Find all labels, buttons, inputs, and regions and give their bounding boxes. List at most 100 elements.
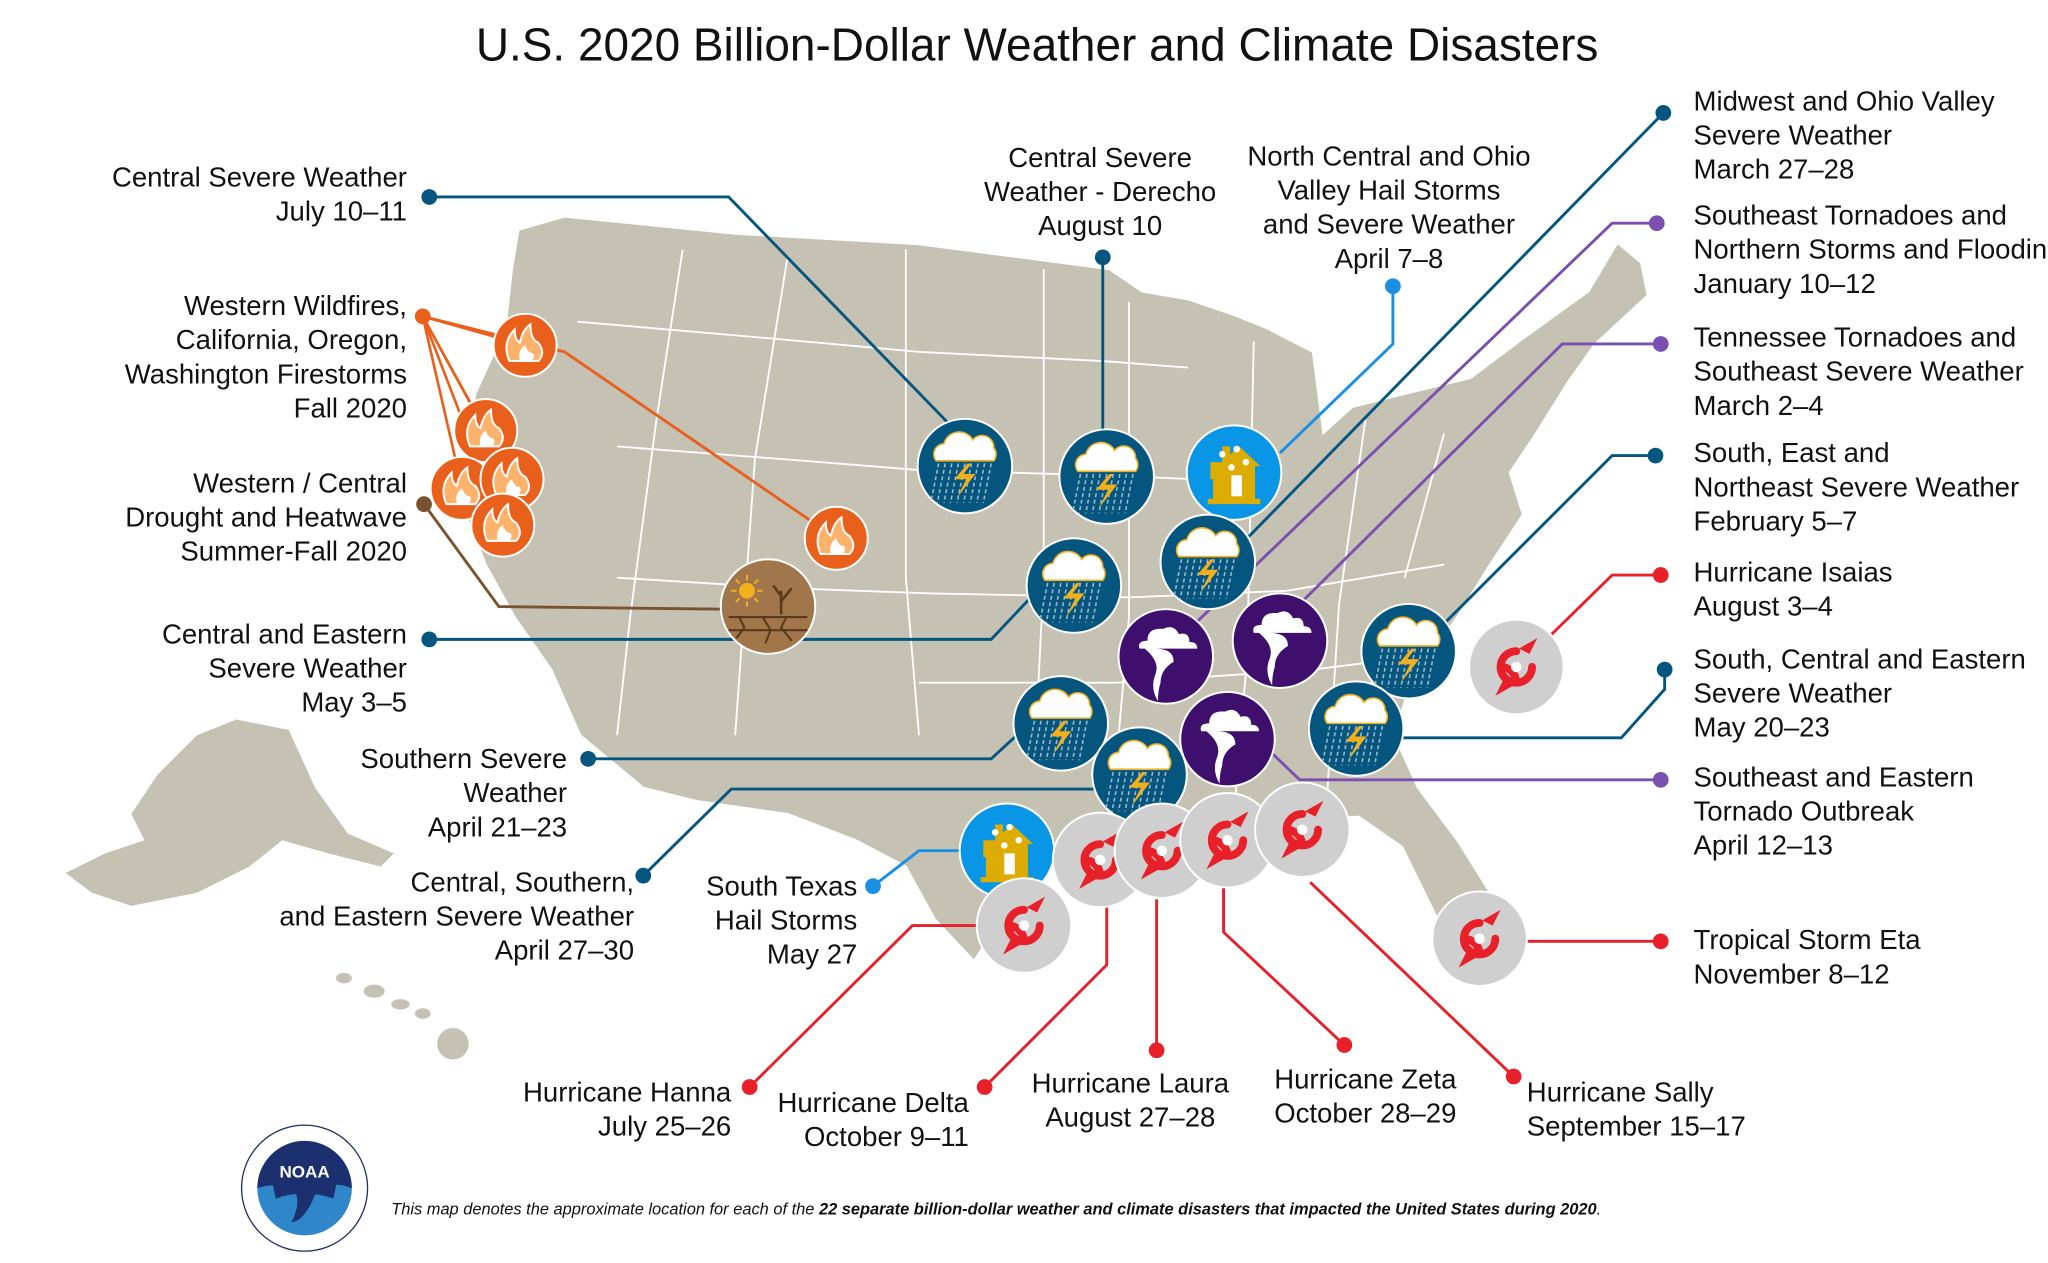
leader-dot-central-jul	[421, 189, 438, 205]
wildfire-icon	[803, 505, 869, 571]
event-label-line: August 27–28	[1045, 1101, 1215, 1132]
leader-line-se-tor-jan	[1187, 221, 1657, 632]
leader-dot-zeta	[1336, 1037, 1353, 1053]
leader-line-hanna	[748, 924, 979, 1089]
event-label-line: Tropical Storm Eta	[1694, 924, 1922, 955]
event-label-line: Fall 2020	[294, 393, 407, 424]
wildfire-icon	[470, 492, 536, 558]
event-label-line: Central Severe	[1008, 142, 1192, 173]
alaska-shape	[65, 719, 394, 906]
event-label-line: Central and Eastern	[162, 618, 407, 649]
event-label-line: North Central and Ohio	[1247, 140, 1530, 171]
severe-storm-icon	[1058, 428, 1155, 525]
event-label-cse-apr: Central, Southern, and Eastern Severe Wea…	[279, 866, 634, 965]
severe-storm-icon	[916, 417, 1014, 515]
severe-storm-icon	[1025, 537, 1123, 634]
event-label-line: Severe Weather	[1694, 119, 1893, 150]
event-label-line: Northern Storms and Flooding	[1694, 234, 2048, 265]
hail-icon	[1185, 424, 1283, 521]
leader-dot-tn-tor	[1652, 336, 1669, 352]
leader-dot-eta	[1652, 933, 1669, 950]
hurricane-icon	[1254, 781, 1351, 878]
event-label-line: Summer-Fall 2020	[180, 536, 407, 567]
event-label-line: Hurricane Isaias	[1694, 557, 1893, 588]
event-label-line: Hurricane Zeta	[1274, 1063, 1457, 1094]
event-label-line: January 10–12	[1694, 268, 1876, 299]
event-label-line: Hurricane Laura	[1032, 1067, 1230, 1098]
leader-dot-southern-apr	[580, 750, 597, 767]
leader-line-zeta	[1222, 886, 1346, 1047]
leader-dot-se-tor-jan	[1648, 215, 1665, 232]
leader-line-central-jul	[429, 195, 953, 428]
event-label-line: Southeast Severe Weather	[1694, 356, 2024, 387]
event-label-line: May 3–5	[301, 687, 407, 718]
event-label-line: Southeast Tornadoes and	[1694, 200, 2007, 231]
event-label-sce-may: South, Central and Eastern Severe Weather…	[1694, 643, 2026, 742]
event-label-line: July 10–11	[276, 196, 407, 227]
event-label-eta: Tropical Storm Eta November 8–12	[1694, 924, 1922, 989]
severe-storm-icon	[1360, 602, 1457, 700]
leader-dot-isaias	[1652, 567, 1669, 583]
event-label-line: Hail Storms	[715, 905, 857, 936]
hawaii-shapes	[336, 972, 469, 1060]
event-label-hanna: Hurricane Hanna July 25–26	[523, 1076, 732, 1141]
hurricane-icon	[1179, 791, 1276, 889]
leader-line-sen-feb	[1436, 454, 1656, 632]
event-label-stx-hail: South Texas Hail Storms May 27	[706, 870, 857, 969]
leader-dot-sally	[1505, 1068, 1522, 1085]
event-label-line: and Eastern Severe Weather	[279, 901, 634, 932]
leader-dot-se-tor-apr	[1652, 771, 1669, 788]
event-label-line: and Severe Weather	[1263, 209, 1515, 240]
event-label-sen-feb: South, East and Northeast Severe Weather F…	[1694, 437, 2020, 536]
event-label-midwest-mar: Midwest and Ohio Valley Severe Weather Mar…	[1694, 85, 1995, 184]
footer-note: This map denotes the approximate locatio…	[391, 1200, 1601, 1218]
event-label-line: August 3–4	[1694, 591, 1833, 622]
event-label-line: May 27	[767, 939, 857, 970]
event-label-central-jul: Central Severe Weather July 10–11	[112, 161, 407, 226]
leader-line-southern-apr	[588, 727, 1025, 761]
event-label-line: October 28–29	[1274, 1097, 1456, 1128]
event-label-line: Northeast Severe Weather	[1694, 471, 2020, 502]
leader-line-drought	[422, 503, 725, 611]
leader-dot-nc-hail	[1385, 278, 1401, 295]
event-label-line: Severe Weather	[208, 652, 407, 683]
event-label-line: Hurricane Delta	[777, 1087, 969, 1118]
event-label-line: South, Central and Eastern	[1694, 643, 2026, 674]
tornado-icon	[1117, 608, 1215, 705]
event-label-line: Central Severe Weather	[112, 161, 407, 192]
wildfire-icon	[453, 398, 519, 464]
event-icons	[429, 312, 1565, 987]
event-label-central-eastern-may: Central and Eastern Severe Weather May 3–5	[162, 618, 407, 717]
event-label-line: Southeast and Eastern	[1694, 761, 1974, 792]
leader-dot-stx-hail	[865, 878, 881, 895]
event-label-line: Tennessee Tornadoes and	[1694, 322, 2017, 353]
leader-dot-derecho	[1094, 249, 1111, 266]
event-label-line: Drought and Heatwave	[125, 501, 407, 532]
leader-line-midwest-mar	[1246, 111, 1665, 540]
event-label-delta: Hurricane Delta October 9–11	[777, 1087, 969, 1152]
event-label-line: April 21–23	[428, 811, 567, 842]
event-label-line: Western Wildfires,	[184, 290, 407, 321]
event-label-line: Southern Severe	[360, 743, 567, 774]
wildfire-icon	[492, 312, 558, 378]
event-label-southern-apr: Southern Severe Weather April 21–23	[360, 743, 567, 842]
tornado-icon	[1179, 690, 1276, 788]
event-label-line: August 10	[1038, 210, 1162, 241]
event-label-line: April 27–30	[495, 935, 634, 966]
event-label-sally: Hurricane Sally September 15–17	[1527, 1076, 1746, 1141]
leader-dot-laura	[1148, 1042, 1165, 1059]
event-label-line: Midwest and Ohio Valley	[1694, 85, 1995, 116]
event-label-line: September 15–17	[1527, 1111, 1746, 1142]
leader-dot-hanna	[741, 1079, 758, 1095]
leader-dot-drought	[416, 496, 432, 513]
event-label-line: April 12–13	[1694, 830, 1833, 861]
event-label-line: February 5–7	[1694, 505, 1858, 536]
event-label-line: Hurricane Sally	[1527, 1076, 1714, 1107]
leader-line-central-eastern-may	[429, 589, 1039, 641]
leader-line-sally	[1309, 881, 1515, 1078]
noaa-logo-text: NOAA	[279, 1163, 329, 1182]
event-label-line: South, East and	[1694, 437, 1890, 468]
leader-dot-delta	[976, 1079, 993, 1095]
event-label-line: Central, Southern,	[411, 866, 635, 897]
